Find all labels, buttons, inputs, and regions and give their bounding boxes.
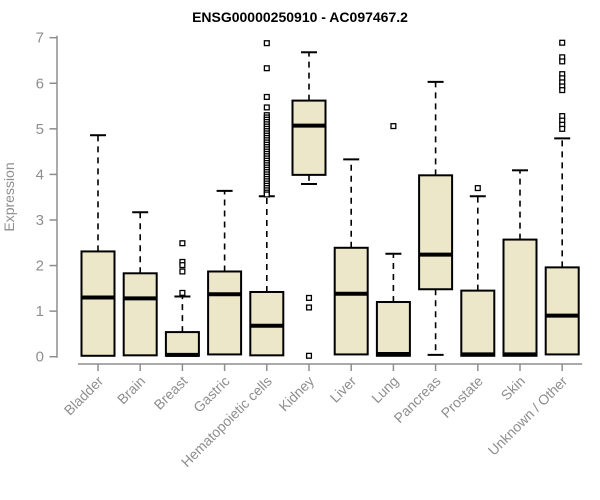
outlier-point-unknown-other: [559, 58, 566, 65]
outlier-point-hematopoietic-cells: [263, 93, 270, 100]
outlier-point-hematopoietic-cells: [263, 40, 270, 47]
outlier-point-hematopoietic-cells: [263, 65, 270, 72]
outlier-point-lung: [390, 123, 397, 130]
box-unknown-other: [544, 266, 580, 356]
x-tick-label-lung: Lung: [368, 373, 401, 406]
x-tick-label-bladder: Bladder: [61, 373, 107, 419]
chart-title: ENSG00000250910 - AC097467.2: [192, 9, 408, 25]
box-pancreas: [418, 174, 454, 291]
y-tick-label-7: 7: [36, 30, 44, 47]
outlier-point-unknown-other: [559, 125, 566, 132]
box-skin: [502, 238, 538, 357]
y-tick-label-6: 6: [36, 75, 44, 92]
y-axis-label: Expression: [1, 162, 17, 231]
box-lung: [375, 301, 411, 357]
y-tick-label-3: 3: [36, 212, 44, 229]
outlier-point-unknown-other: [559, 39, 566, 46]
box-gastric: [207, 270, 243, 356]
y-tick-label-1: 1: [36, 303, 44, 320]
box-breast: [164, 331, 200, 357]
x-tick-label-pancreas: Pancreas: [391, 373, 444, 426]
y-tick-label-2: 2: [36, 258, 44, 275]
box-brain: [122, 272, 158, 357]
y-tick-label-5: 5: [36, 121, 44, 138]
box-bladder: [80, 250, 116, 357]
y-tick-label-4: 4: [36, 166, 44, 183]
box-hematopoietic-cells: [249, 290, 285, 357]
outlier-point-hematopoietic-cells: [263, 191, 270, 198]
box-kidney: [291, 99, 327, 176]
outlier-point-prostate: [474, 185, 481, 192]
outlier-point-breast: [179, 240, 186, 247]
outlier-point-kidney: [305, 304, 313, 311]
y-tick-label-0: 0: [36, 349, 44, 366]
x-tick-label-breast: Breast: [151, 373, 191, 413]
x-tick-label-kidney: Kidney: [276, 373, 318, 415]
outlier-point-breast: [179, 289, 186, 296]
outlier-point-kidney: [305, 294, 313, 301]
box-liver: [333, 246, 369, 356]
outlier-point-hematopoietic-cells: [263, 104, 270, 111]
x-tick-label-liver: Liver: [327, 373, 360, 406]
x-tick-label-brain: Brain: [114, 373, 148, 407]
x-tick-label-unknown-other: Unknown / Other: [485, 373, 571, 459]
outlier-point-unknown-other: [559, 87, 566, 94]
outlier-point-breast: [179, 268, 186, 275]
box-prostate: [460, 289, 496, 357]
x-tick-label-prostate: Prostate: [438, 373, 486, 421]
outlier-point-kidney: [305, 352, 313, 359]
outlier-point-breast: [179, 262, 186, 269]
x-tick-label-skin: Skin: [498, 373, 529, 404]
